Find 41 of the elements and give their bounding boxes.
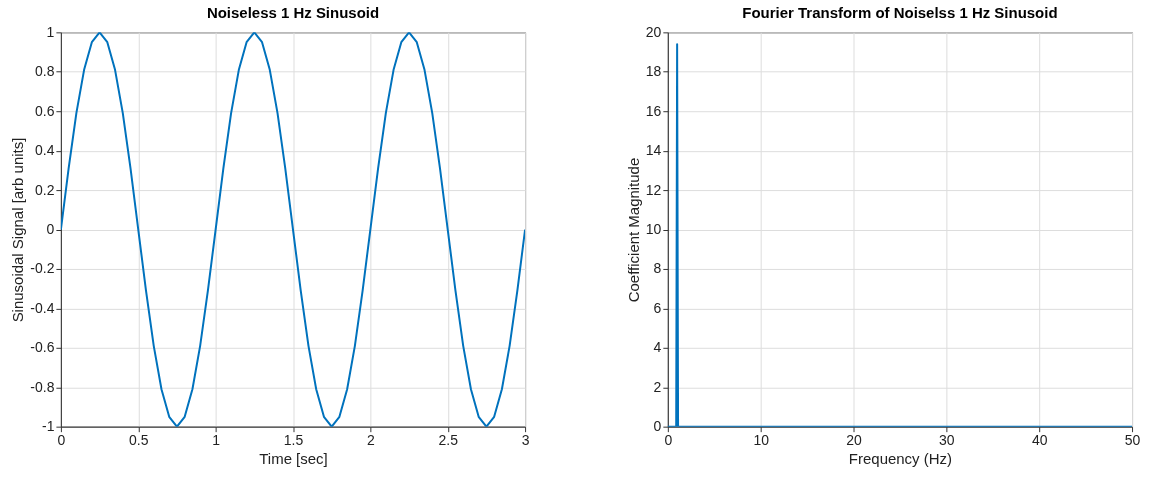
x-tick-label: 0	[664, 432, 673, 449]
y-tick-label: 4	[653, 339, 662, 356]
y-tick-label: 2	[653, 378, 662, 395]
x-tick-label: 2.5	[438, 432, 459, 449]
y-tick-label: 14	[645, 142, 662, 159]
y-axis-title: Sinusoidal Signal [arb units]	[9, 137, 27, 323]
x-tick-label: 40	[1031, 432, 1048, 449]
y-tick-label: 6	[653, 299, 662, 316]
y-tick-label: 0.4	[34, 142, 55, 159]
x-tick-label: 3	[521, 432, 530, 449]
y-tick-label: -0.2	[30, 260, 55, 277]
y-tick-label: -0.6	[30, 339, 55, 356]
y-tick-label: 10	[645, 221, 662, 237]
y-tick-label: 0.8	[34, 63, 55, 80]
y-tick-label: 0	[46, 221, 55, 237]
x-tick-label: 20	[846, 432, 863, 449]
chart-title: Fourier Transform of Noiselss 1 Hz Sinusoid	[742, 4, 1058, 22]
y-tick-label: -1	[41, 418, 55, 435]
y-tick-label: 1	[46, 23, 55, 40]
y-tick-label: 8	[653, 260, 662, 277]
x-tick-label: 1.5	[283, 432, 304, 449]
y-tick-label: 0	[653, 418, 662, 435]
x-tick-label: 0	[57, 432, 66, 449]
y-axis-title: Coefficient Magnitude	[624, 157, 642, 303]
chart-title: Noiseless 1 Hz Sinusoid	[206, 4, 380, 22]
y-tick-label: 16	[645, 102, 662, 119]
x-tick-label: 0.5	[129, 432, 149, 449]
y-tick-label: 12	[645, 181, 662, 198]
y-tick-label: 18	[645, 63, 662, 80]
x-tick-label: 50	[1124, 432, 1141, 449]
x-tick-label: 1	[212, 432, 221, 449]
x-tick-label: 2	[366, 432, 375, 449]
y-tick-label: 0.6	[34, 102, 55, 119]
x-axis-title: Frequency (Hz)	[848, 450, 953, 468]
x-tick-label: 10	[753, 432, 770, 449]
y-tick-label: -0.8	[30, 378, 55, 395]
y-tick-label: 0.2	[34, 181, 55, 198]
x-tick-label: 30	[939, 432, 955, 449]
y-tick-label: 20	[645, 23, 662, 40]
y-tick-label: -0.4	[30, 299, 55, 316]
x-axis-title: Time [sec]	[259, 450, 328, 468]
